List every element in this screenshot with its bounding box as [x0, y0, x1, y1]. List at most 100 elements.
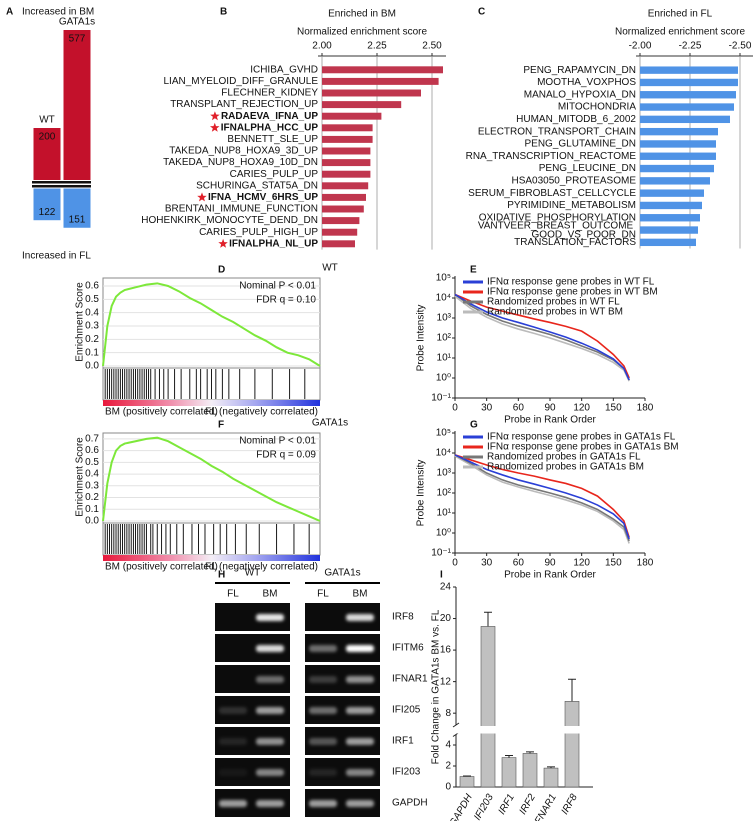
y-tick-label: 0.4: [85, 307, 99, 318]
panel-letter: H: [218, 570, 225, 581]
x-tick-label: 30: [481, 403, 493, 414]
barcode-frame: [102, 522, 321, 556]
band: [219, 614, 247, 621]
error-bar: [463, 775, 471, 777]
x-tick-label: 2.50: [422, 41, 442, 52]
panel-letter: G: [470, 420, 478, 431]
category-label: PENG_RAPAMYCIN_DN: [523, 65, 636, 76]
bar: [640, 140, 716, 148]
panel-letter: A: [6, 7, 13, 18]
category-label: HOHENKIRK_MONOCYTE_DEND_DN: [141, 215, 318, 226]
y-tick-label: 10⁰: [436, 373, 451, 384]
series-line: [454, 454, 630, 542]
category-label: MANALO_HYPOXIA_DN: [524, 89, 636, 100]
y-tick-label: 0: [445, 782, 451, 793]
bar: [322, 101, 402, 109]
x-tick-label: 90: [544, 558, 556, 569]
band: [256, 738, 284, 745]
bar: [640, 127, 718, 136]
band: [309, 738, 337, 745]
series-line: [454, 295, 630, 382]
y-tick-label: 2: [445, 761, 451, 772]
y-tick-label: 20: [440, 613, 452, 624]
panel-title: Enriched in FL: [648, 9, 713, 20]
band: [346, 707, 374, 714]
x-tick-label: 0: [452, 403, 458, 414]
band: [346, 800, 374, 807]
category-label: HUMAN_MITODB_6_2002: [516, 114, 636, 125]
bar: [322, 217, 360, 225]
x-tick-label: 150: [605, 558, 622, 569]
band: [309, 769, 337, 776]
band: [256, 676, 284, 683]
y-axis-title: Fold Change in GATA1s BM vs. FL: [431, 609, 442, 764]
y-tick-label: 0.6: [85, 445, 99, 456]
axis-title: Normalized enrichment score: [297, 27, 427, 38]
category-label: RADAEVA_IFNA_UP: [221, 111, 318, 122]
separator: [32, 181, 91, 184]
annotation: FDR q = 0.10: [256, 295, 316, 306]
lane-label: FL: [227, 589, 239, 600]
panel-letter: C: [478, 7, 485, 18]
y-tick-label: 10¹: [437, 353, 452, 364]
x-tick-label: 60: [513, 558, 525, 569]
y-tick-label: 10³: [437, 313, 452, 324]
band: [256, 645, 284, 652]
y-tick-label: 10¹: [437, 508, 452, 519]
band: [219, 800, 247, 807]
gene-label: IRF1: [392, 736, 414, 747]
series-line: [454, 293, 630, 379]
band: [309, 676, 337, 683]
error-bar: [484, 611, 492, 627]
axis-break-mark: [452, 722, 460, 728]
category-label: MITOCHONDRIA: [558, 102, 636, 113]
correlation-gradient: [103, 400, 320, 406]
band: [256, 614, 284, 621]
category-label: SCHURINGA_STAT5A_DN: [196, 180, 318, 191]
band: [309, 707, 337, 714]
x-tick-label: GAPDH: [448, 792, 476, 821]
x-tick-label: 90: [544, 403, 556, 414]
category-label: PENG_GLUTAMINE_DN: [524, 139, 636, 150]
y-tick-label: 10³: [437, 468, 452, 479]
bar: [63, 188, 91, 228]
bar: [640, 91, 736, 99]
y-tick-label: 0.1: [85, 347, 99, 358]
bar: [322, 124, 373, 132]
bar: [322, 77, 439, 85]
band: [309, 800, 337, 807]
y-tick-label: 12: [440, 676, 452, 687]
category-label: OXIDATIVE_PHOSPHORYLATION: [479, 212, 636, 223]
bar: [640, 226, 698, 234]
x-tick-label: IRF1: [497, 792, 517, 816]
legend-label: Randomized probes in WT FL: [487, 297, 620, 308]
axis-break-gap: [457, 726, 595, 734]
x-tick-label: -2.25: [679, 41, 702, 52]
star-marker: [218, 238, 228, 248]
y-tick-label: 10²: [437, 333, 452, 344]
bar: [640, 189, 704, 197]
bar: [640, 152, 716, 160]
band: [219, 676, 247, 683]
x-tick-label: 2.25: [367, 41, 387, 52]
gene-label: IFI205: [392, 705, 421, 716]
x-tick-label: 30: [481, 558, 493, 569]
category-label: IFNALPHA_HCC_UP: [221, 122, 319, 133]
category-label: BENNETT_SLE_UP: [227, 134, 318, 145]
y-tick-label: 0.6: [85, 281, 99, 292]
axis-title: Normalized enrichment score: [615, 27, 745, 38]
bar: [322, 205, 364, 213]
band: [346, 769, 374, 776]
lane-label: BM: [353, 589, 368, 600]
lane-label: FL: [317, 589, 329, 600]
category-label: ELECTRON_TRANSPORT_CHAIN: [478, 126, 636, 137]
bar: [322, 147, 371, 155]
panel-letter: I: [440, 570, 443, 581]
star-marker: [197, 192, 207, 202]
y-tick-label: 0.3: [85, 321, 99, 332]
value-label: 151: [69, 214, 86, 225]
panel-letter: B: [220, 7, 227, 18]
panel-title: GATA1s: [312, 418, 348, 429]
category-label: MOOTHA_VOXPHOS: [537, 77, 636, 88]
y-tick-label: 10⁴: [436, 448, 451, 459]
